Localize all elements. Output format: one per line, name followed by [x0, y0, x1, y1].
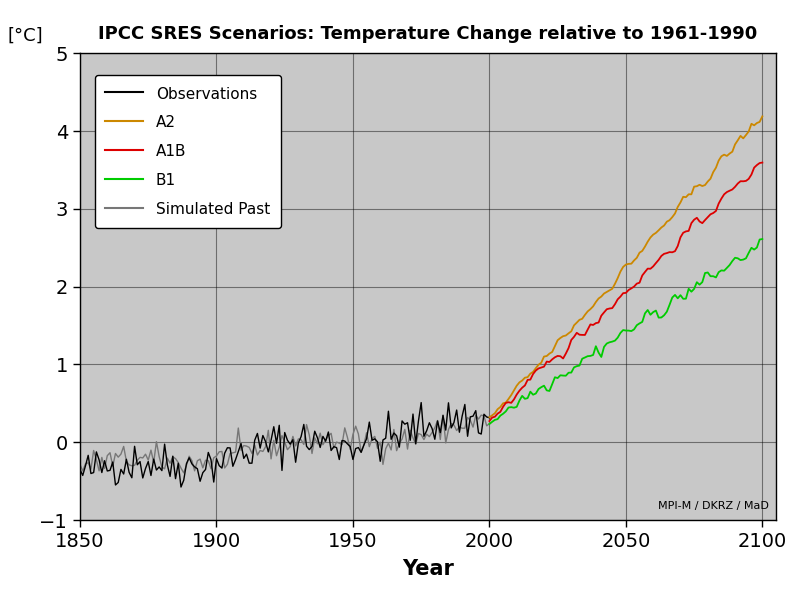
Line: B1: B1 — [490, 239, 762, 424]
Observations — [338, 437, 347, 444]
Observations — [75, 466, 85, 473]
Simulated Past — [277, 432, 286, 439]
B1 — [676, 291, 686, 298]
Legend: Observations, A2, A1B, B1, Simulated Past: Observations, A2, A1B, B1, Simulated Pas… — [94, 75, 281, 228]
Observations — [485, 414, 494, 421]
Observations — [277, 467, 286, 474]
A1B — [485, 417, 494, 424]
A1B — [504, 399, 514, 406]
A1B — [690, 216, 699, 223]
Line: Observations: Observations — [80, 402, 490, 487]
B1 — [504, 404, 514, 411]
Observations — [176, 483, 186, 491]
Observations — [365, 418, 374, 426]
A1B — [610, 301, 620, 308]
B1 — [758, 235, 767, 242]
Simulated Past — [222, 461, 232, 468]
Text: [°C]: [°C] — [8, 27, 43, 45]
Simulated Past — [75, 461, 85, 468]
B1 — [690, 285, 699, 293]
B1 — [648, 309, 658, 316]
A2 — [690, 183, 699, 190]
Title: IPCC SRES Scenarios: Temperature Change relative to 1961-1990: IPCC SRES Scenarios: Temperature Change … — [98, 25, 758, 43]
Simulated Past — [179, 469, 189, 476]
A2 — [610, 280, 620, 287]
Observations — [222, 444, 232, 452]
Simulated Past — [326, 430, 336, 437]
A2 — [648, 231, 658, 238]
Simulated Past — [338, 441, 347, 448]
Simulated Past — [485, 420, 494, 427]
X-axis label: Year: Year — [402, 559, 454, 579]
Observations — [326, 447, 336, 454]
A1B — [676, 234, 686, 241]
A2 — [553, 337, 562, 344]
B1 — [610, 337, 620, 344]
Line: A1B: A1B — [490, 163, 762, 421]
A2 — [485, 414, 494, 421]
B1 — [553, 375, 562, 382]
Observations — [416, 399, 426, 406]
Observations — [482, 414, 491, 421]
A2 — [504, 395, 514, 402]
A2 — [676, 199, 686, 206]
A2 — [758, 113, 767, 120]
A1B — [553, 352, 562, 359]
Text: MPI-M / DKRZ / MaD: MPI-M / DKRZ / MaD — [658, 501, 769, 511]
Simulated Past — [365, 443, 374, 450]
Simulated Past — [482, 423, 491, 430]
B1 — [485, 420, 494, 427]
Simulated Past — [477, 411, 486, 418]
A1B — [648, 263, 658, 270]
Line: Simulated Past: Simulated Past — [80, 415, 490, 473]
A1B — [758, 159, 767, 166]
Line: A2: A2 — [490, 116, 762, 417]
